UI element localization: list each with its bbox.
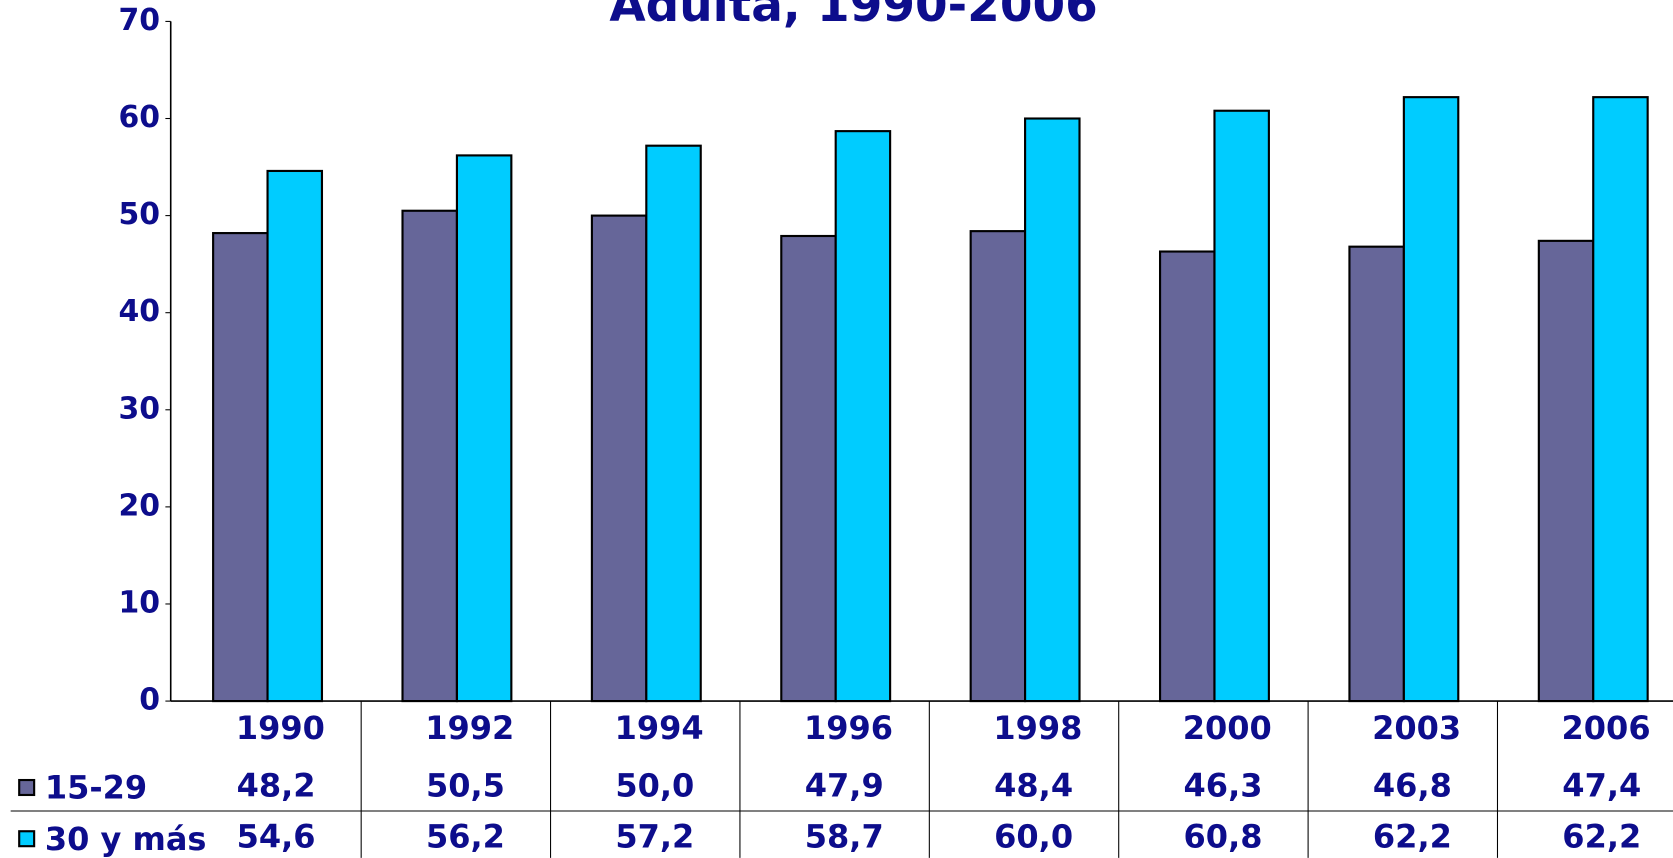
bar: [1158, 250, 1216, 703]
legend-key: [18, 778, 36, 797]
chart-title: Adulta, 1990-2006: [609, 0, 1097, 33]
value-label: 57,2: [615, 818, 694, 856]
x-tick-label: 1994: [615, 709, 704, 747]
value-label: 48,4: [994, 767, 1073, 805]
value-label: 62,2: [1562, 818, 1641, 856]
bar: [455, 154, 513, 703]
x-tick-label: 1990: [236, 709, 325, 747]
bar: [212, 232, 269, 703]
y-tick-label: 70: [118, 3, 160, 38]
bar: [1402, 96, 1460, 703]
bar: [969, 230, 1027, 703]
value-label: 54,6: [237, 818, 316, 856]
y-tick-label: 30: [118, 391, 160, 426]
y-tick-label: 40: [118, 294, 160, 329]
y-tick-label: 60: [118, 100, 160, 135]
value-label: 47,9: [805, 767, 884, 805]
value-label: 46,8: [1373, 767, 1452, 805]
value-label: 50,0: [615, 767, 694, 805]
value-label: 60,8: [1184, 818, 1263, 856]
value-label: 50,5: [426, 767, 505, 805]
bar: [1024, 117, 1081, 703]
bar: [590, 214, 648, 703]
x-tick-label: 2003: [1372, 709, 1461, 747]
legend-label: 15-29: [45, 769, 147, 807]
x-tick-label: 1998: [993, 709, 1082, 747]
bar: [1592, 96, 1649, 703]
value-label: 46,3: [1184, 767, 1263, 805]
bar: [1348, 245, 1405, 703]
legend-key: [18, 830, 36, 848]
y-tick-label: 0: [139, 683, 160, 718]
bar: [1213, 109, 1270, 703]
x-tick-label: 2000: [1183, 709, 1272, 747]
value-label: 62,2: [1373, 818, 1452, 856]
value-label: 56,2: [426, 818, 505, 856]
bar: [834, 130, 892, 703]
value-label: 58,7: [805, 818, 884, 856]
bar: [401, 209, 458, 703]
x-tick-label: 1996: [804, 709, 893, 747]
bar: [266, 169, 324, 703]
x-tick-label: 2006: [1562, 709, 1651, 747]
value-label: 60,0: [994, 818, 1073, 856]
value-label: 47,4: [1562, 767, 1641, 805]
value-label: 48,2: [237, 767, 316, 805]
bar: [1537, 239, 1595, 703]
bar: [645, 144, 702, 703]
y-tick-label: 50: [118, 197, 160, 232]
y-tick-label: 10: [118, 585, 160, 620]
y-tick-label: 20: [118, 488, 160, 523]
bar: [780, 234, 837, 703]
legend-label: 30 y más: [45, 820, 207, 858]
x-tick-label: 1992: [425, 709, 514, 747]
